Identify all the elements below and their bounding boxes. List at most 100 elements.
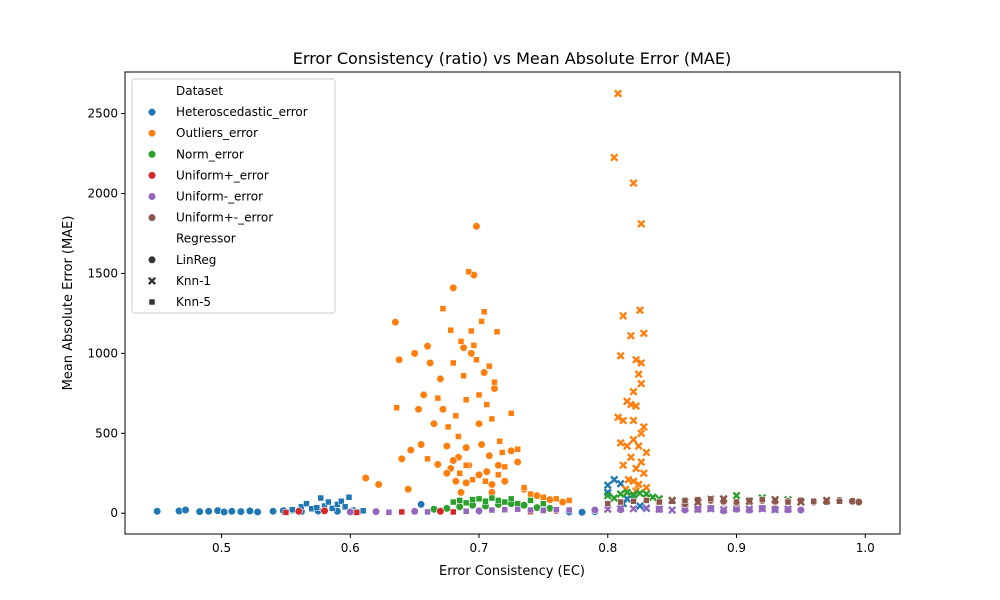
data-point (810, 497, 817, 505)
data-point (483, 401, 491, 408)
data-point (395, 355, 404, 364)
chart-title: Error Consistency (ratio) vs Mean Absolu… (293, 49, 731, 68)
data-point (629, 387, 638, 396)
legend-marker (147, 192, 157, 201)
legend: Dataset Heteroscedastic_error Outliers_err… (131, 78, 336, 314)
data-point (656, 498, 663, 506)
data-point (626, 400, 635, 409)
data-point (236, 507, 245, 516)
data-point (459, 343, 468, 352)
data-point (642, 448, 651, 457)
data-point (540, 507, 547, 514)
data-point (693, 497, 702, 507)
y-tick-label: 0 (110, 506, 118, 520)
data-point (496, 438, 503, 445)
data-point (181, 505, 190, 515)
legend-title: Regressor (176, 232, 236, 246)
data-point (416, 500, 426, 509)
data-point (398, 508, 406, 516)
data-point (473, 356, 480, 364)
data-point (639, 422, 648, 431)
data-point (681, 497, 689, 504)
data-point (245, 506, 254, 516)
data-point (361, 473, 370, 483)
data-point (416, 440, 426, 449)
data-point (527, 506, 534, 514)
legend-label: Knn-5 (176, 295, 211, 309)
legend-title: Dataset (176, 84, 223, 98)
data-point (758, 504, 767, 513)
legend-label: Knn-1 (176, 274, 211, 288)
data-point (474, 506, 484, 515)
data-point (603, 505, 612, 514)
data-point (359, 507, 367, 515)
x-tick-label: 0.6 (341, 541, 360, 555)
data-point (629, 416, 638, 425)
legend-marker (147, 129, 157, 138)
data-point (616, 489, 625, 499)
data-point (565, 506, 573, 514)
plot-frame (124, 71, 901, 535)
data-point (553, 495, 560, 503)
data-point (488, 415, 496, 423)
data-point (474, 470, 484, 479)
data-point (436, 507, 445, 516)
data-point (637, 429, 646, 438)
data-point (460, 372, 467, 379)
data-point (610, 153, 619, 162)
legend-marker (147, 213, 157, 222)
data-point (501, 506, 509, 513)
data-point (424, 508, 431, 516)
data-point (294, 507, 303, 516)
data-point (629, 179, 638, 188)
data-point (632, 402, 641, 411)
data-point (639, 329, 648, 338)
data-point (590, 505, 599, 515)
data-point (637, 219, 646, 228)
data-point (486, 362, 493, 370)
data-point (610, 493, 619, 503)
legend-marker (147, 276, 157, 285)
data-point (393, 404, 400, 411)
data-point (507, 495, 515, 503)
data-point (623, 488, 632, 497)
data-point (282, 509, 290, 516)
x-tick-label: 0.8 (598, 541, 617, 555)
y-tick-label: 2500 (87, 107, 118, 121)
data-point (429, 419, 439, 428)
data-point (404, 485, 413, 494)
data-point (346, 507, 355, 517)
data-point (410, 349, 419, 358)
data-point (629, 504, 638, 513)
data-point (655, 505, 664, 514)
data-point (610, 475, 619, 484)
data-point (540, 493, 547, 501)
data-point (253, 507, 262, 517)
data-point (325, 498, 332, 506)
data-point (450, 508, 457, 516)
data-point (632, 464, 641, 473)
data-point (558, 497, 567, 507)
data-point (475, 495, 483, 503)
data-point (468, 327, 475, 335)
data-point (462, 499, 470, 507)
data-point (385, 509, 393, 516)
data-point (545, 495, 554, 504)
data-point (514, 446, 521, 453)
data-point (495, 471, 502, 479)
data-point (614, 89, 623, 98)
data-point (519, 501, 529, 510)
data-point (637, 458, 646, 467)
legend-marker (147, 107, 157, 117)
data-point (462, 478, 471, 487)
data-point (153, 507, 162, 516)
legend-label: Uniform-_error (176, 190, 263, 204)
y-axis-ticks: 0 500 1000 1500 2000 2500 (87, 107, 125, 520)
data-point (719, 505, 728, 514)
data-point (345, 493, 353, 501)
data-point (433, 460, 442, 469)
data-point (469, 496, 476, 503)
y-tick-label: 500 (95, 426, 118, 440)
data-point (796, 505, 805, 515)
